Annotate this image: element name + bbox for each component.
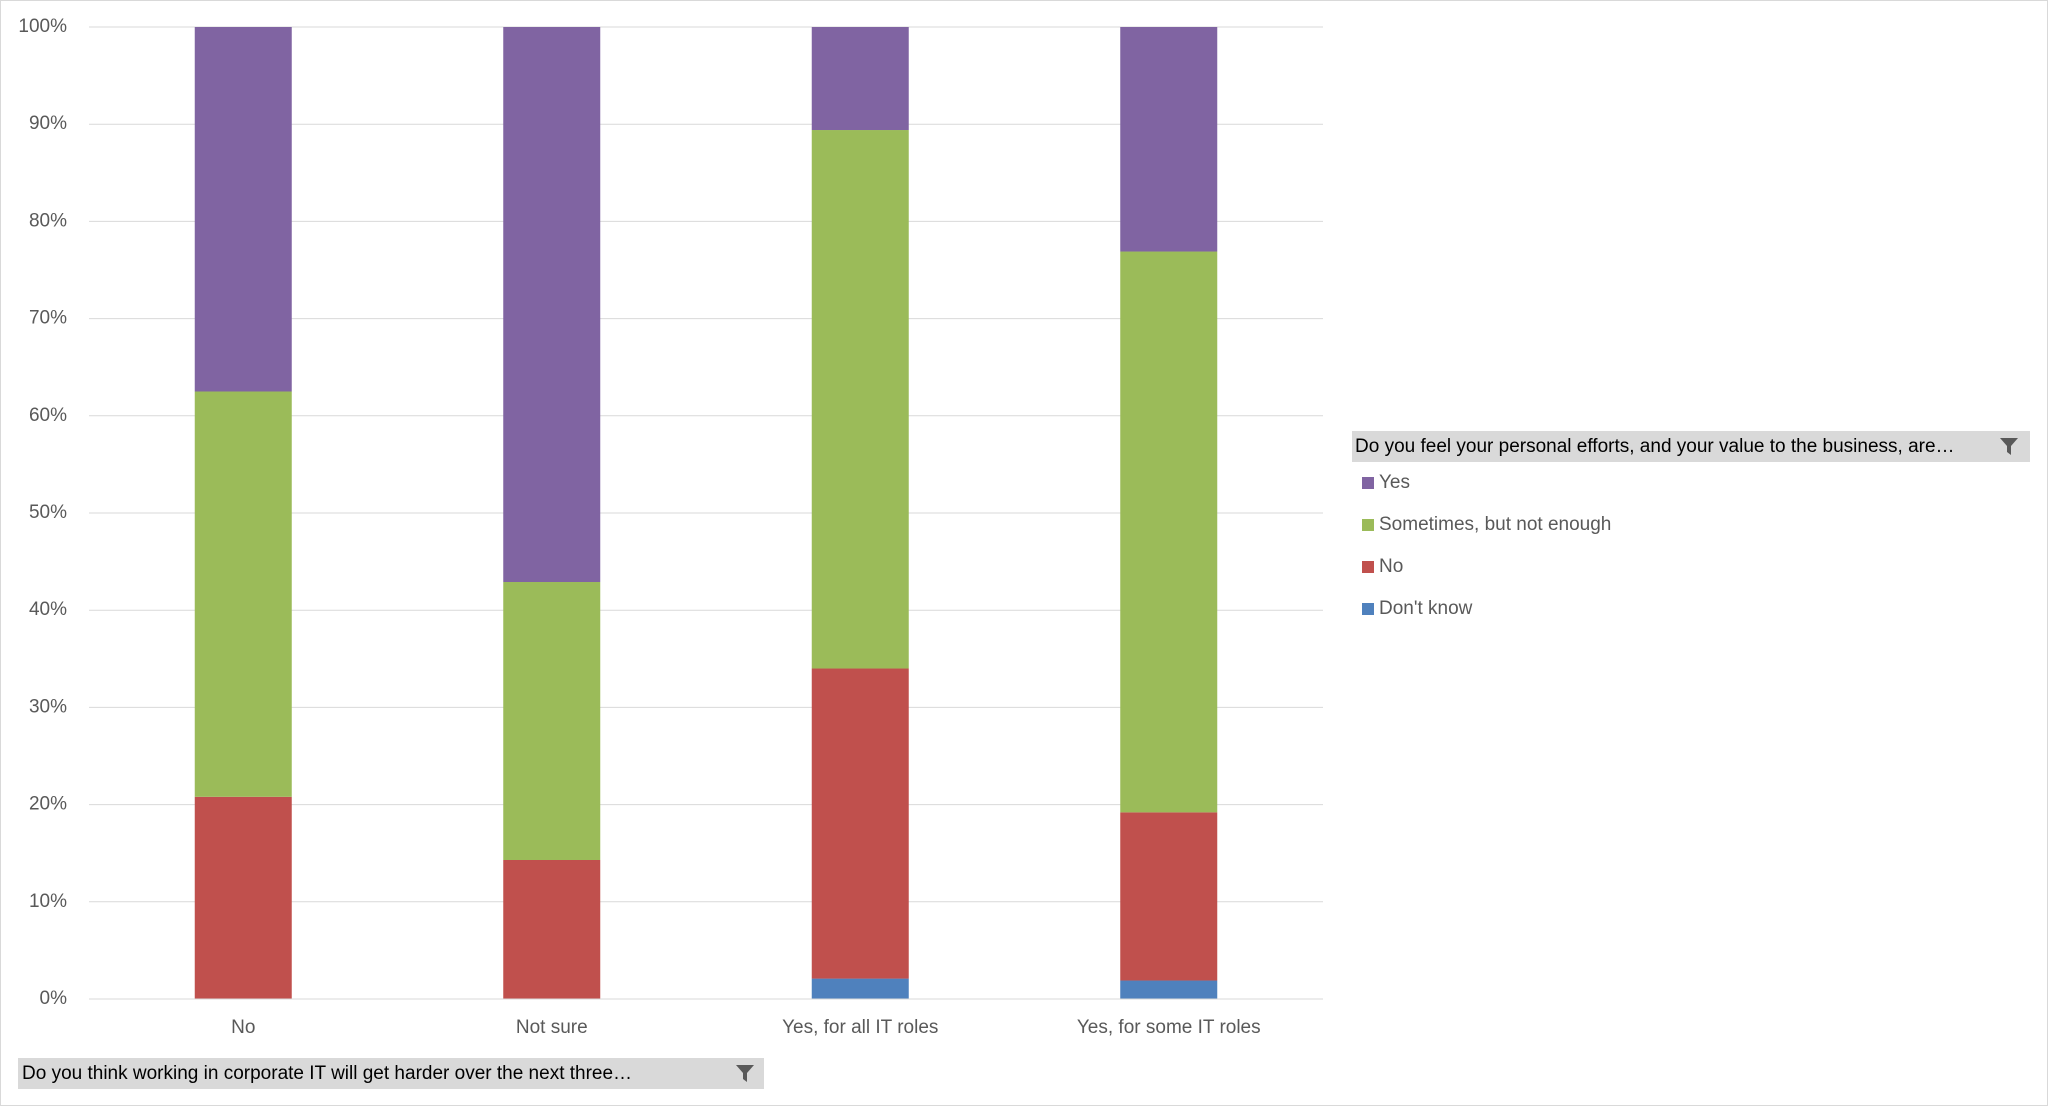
- axis-filter-button[interactable]: [18, 1058, 764, 1089]
- bar-segment: [1120, 251, 1218, 813]
- bar-segment: [811, 978, 909, 999]
- y-tick-label: 40%: [29, 599, 67, 620]
- bar-segment: [503, 860, 601, 999]
- bar-segment: [1120, 812, 1218, 981]
- legend-label: No: [1379, 556, 1403, 577]
- y-tick-label: 100%: [18, 16, 67, 37]
- legend-label: Sometimes, but not enough: [1379, 514, 1611, 535]
- y-tick-label: 50%: [29, 502, 67, 523]
- bar-segment: [503, 582, 601, 861]
- bar-segment: [1120, 980, 1218, 999]
- filter-icon[interactable]: [2000, 438, 2018, 455]
- bar-segment: [811, 27, 909, 131]
- bar-segment: [1120, 27, 1218, 252]
- legend-label: Yes: [1379, 472, 1410, 493]
- x-tick-label: No: [231, 1017, 255, 1038]
- bar-segment: [194, 27, 292, 392]
- filter-icon[interactable]: [736, 1065, 754, 1082]
- y-tick-label: 90%: [29, 113, 67, 134]
- bar-segment: [194, 796, 292, 999]
- legend-swatch: [1362, 561, 1374, 573]
- axis-filter-label: Do you think working in corporate IT wil…: [22, 1063, 632, 1084]
- legend-label: Don't know: [1379, 598, 1473, 619]
- bar-segment: [811, 668, 909, 979]
- y-tick-label: 20%: [29, 794, 67, 815]
- x-tick-label: Yes, for some IT roles: [1077, 1017, 1261, 1038]
- x-tick-label: Not sure: [516, 1017, 588, 1038]
- y-tick-label: 10%: [29, 891, 67, 912]
- y-tick-label: 60%: [29, 405, 67, 426]
- x-tick-label: Yes, for all IT roles: [782, 1017, 938, 1038]
- bar-segment: [503, 27, 601, 583]
- bar-segment: [194, 391, 292, 797]
- legend-swatch: [1362, 603, 1374, 615]
- legend-title: Do you feel your personal efforts, and y…: [1355, 436, 1955, 457]
- legend-swatch: [1362, 477, 1374, 489]
- bar-segment: [811, 130, 909, 669]
- y-tick-label: 70%: [29, 308, 67, 329]
- y-tick-label: 30%: [29, 696, 67, 717]
- y-tick-label: 80%: [29, 210, 67, 231]
- y-tick-label: 0%: [40, 988, 68, 1009]
- legend-filter-button[interactable]: [1352, 431, 2030, 462]
- legend-swatch: [1362, 519, 1374, 531]
